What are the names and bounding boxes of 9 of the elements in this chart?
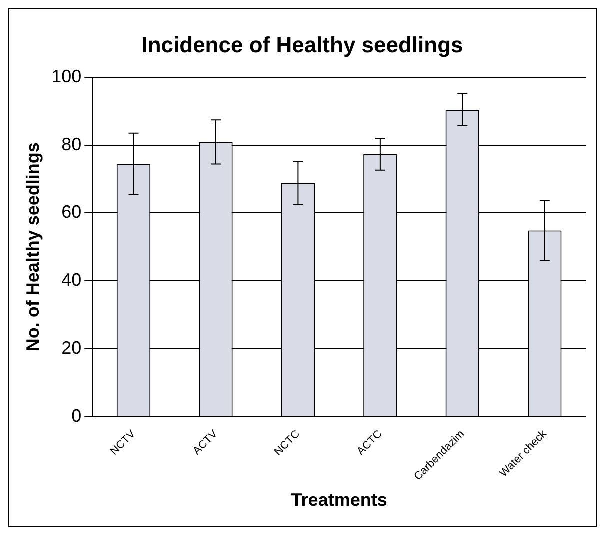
y-tick-label: 100 <box>52 66 82 86</box>
y-tick-label: 20 <box>62 338 82 358</box>
chart-title: Incidence of Healthy seedlings <box>142 32 464 58</box>
y-tick-label: 80 <box>62 134 82 154</box>
x-axis-title: Treatments <box>291 490 388 510</box>
y-tick-label: 40 <box>62 270 82 290</box>
y-axis-title: No. of Healthy seedlings <box>22 142 43 352</box>
y-tick-label: 60 <box>62 202 82 222</box>
y-tick-label: 0 <box>72 406 82 426</box>
